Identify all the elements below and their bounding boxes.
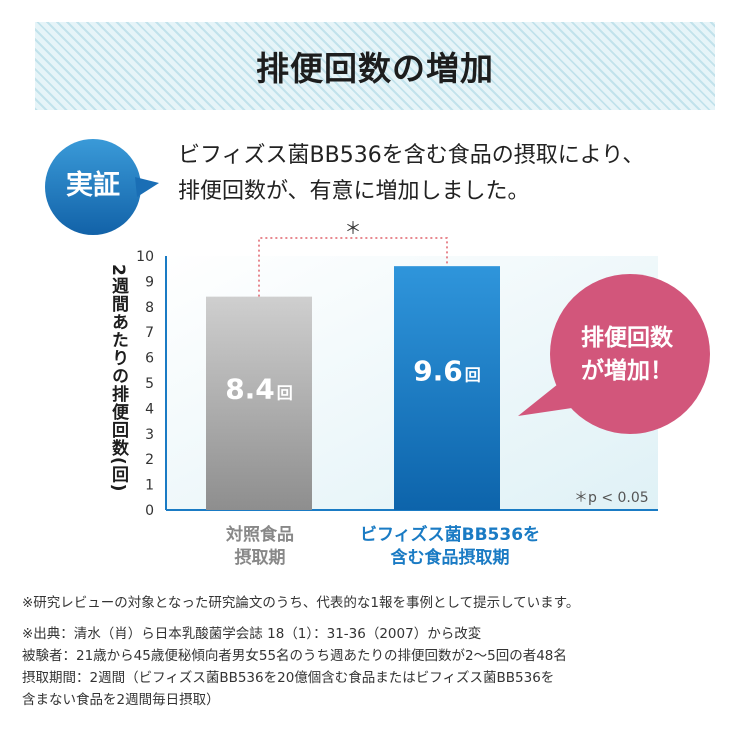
bar-value-label: 8.4 回 bbox=[225, 372, 293, 405]
badge-label: 実証 bbox=[66, 170, 120, 201]
badge-bubble-icon bbox=[45, 139, 159, 235]
y-tick-label: 4 bbox=[145, 401, 154, 417]
x-category-line: 対照食品 bbox=[226, 525, 294, 545]
x-category-line: 含む食品摂取期 bbox=[390, 548, 510, 568]
increase-callout: 排便回数 が増加！ bbox=[512, 272, 712, 442]
callout-line-1: 排便回数 bbox=[581, 325, 673, 351]
y-tick-label: 5 bbox=[145, 376, 154, 392]
footnote-subjects: 被験者：21歳から45歳便秘傾向者男女55名のうち週あたりの排便回数が2〜5回の… bbox=[22, 648, 567, 664]
footnote-review: ※研究レビューの対象となった研究論文のうち、代表的な1報を事例として提示していま… bbox=[22, 595, 580, 611]
y-tick-label: 0 bbox=[145, 503, 154, 519]
footnote-period-2: 含まない食品を2週間毎日摂取） bbox=[22, 692, 220, 708]
bar bbox=[206, 296, 312, 510]
significance-line bbox=[258, 237, 448, 297]
y-tick-label: 3 bbox=[145, 427, 154, 443]
y-tick-label: 10 bbox=[136, 249, 154, 265]
lead-line-2: 排便回数が、有意に増加しました。 bbox=[178, 179, 530, 204]
footnotes: ※研究レビューの対象となった研究論文のうち、代表的な1報を事例として提示していま… bbox=[22, 592, 732, 711]
lead-text: ビフィズス菌BB536を含む食品の摂取により、 排便回数が、有意に増加しました。 bbox=[178, 138, 718, 210]
lead-line-1: ビフィズス菌BB536を含む食品の摂取により、 bbox=[178, 143, 645, 168]
bar-value-label: 9.6 回 bbox=[413, 355, 481, 388]
callout-line-2: が増加！ bbox=[581, 358, 673, 384]
bar bbox=[394, 266, 500, 510]
y-tick-label: 2 bbox=[145, 452, 154, 468]
callout-bubble-icon bbox=[518, 274, 710, 434]
y-tick-label: 8 bbox=[145, 300, 154, 316]
footnote-source: ※出典：清水（肖）ら日本乳酸菌学会誌 18（1）：31-36（2007）から改変 bbox=[22, 626, 482, 642]
y-tick-label: 7 bbox=[145, 325, 154, 341]
y-tick-label: 9 bbox=[145, 274, 154, 290]
proof-badge: 実証 bbox=[37, 137, 161, 237]
callout-text: 排便回数 が増加！ bbox=[547, 322, 707, 388]
y-axis-label: 2週間あたりの排便回数(回) bbox=[108, 264, 128, 493]
x-category-line: ビフィズス菌BB536を bbox=[359, 525, 541, 545]
y-tick-label: 1 bbox=[145, 478, 154, 494]
significance-marker: ＊ bbox=[345, 219, 362, 239]
x-category-bifidus: ビフィズス菌BB536を 含む食品摂取期 bbox=[340, 524, 560, 570]
significance-note: ＊p < 0.05 bbox=[574, 490, 649, 506]
page-title: 排便回数の増加 bbox=[256, 49, 494, 88]
title-banner: 排便回数の増加 bbox=[35, 22, 715, 110]
significance-bracket: ＊ bbox=[258, 219, 448, 297]
x-category-control: 対照食品 摂取期 bbox=[190, 524, 330, 570]
footnote-period-1: 摂取期間：2週間（ビフィズス菌BB536を20億個含む食品またはビフィズス菌BB… bbox=[22, 670, 555, 686]
x-category-line: 摂取期 bbox=[234, 548, 286, 568]
y-tick-label: 6 bbox=[145, 351, 154, 367]
